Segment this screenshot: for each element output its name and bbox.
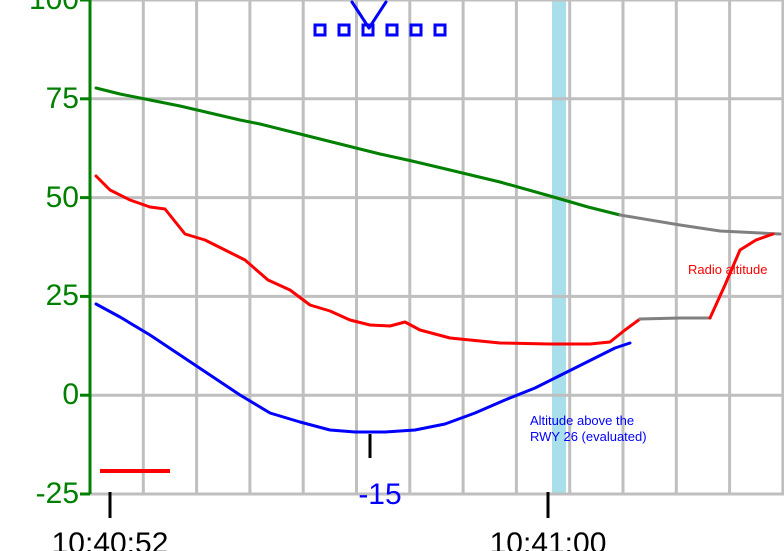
ytick-label-2: 25 — [0, 279, 79, 313]
chart-svg — [0, 0, 784, 551]
altitude-chart: -25 0 25 50 75 100 10:40:52 10:41:00 -15… — [0, 0, 784, 551]
ytick-label-4: 75 — [0, 82, 79, 116]
xtick-label-1: 10:41:00 — [490, 527, 607, 551]
ytick-label-0: -25 — [0, 477, 79, 511]
ytick-label-1: 0 — [0, 378, 79, 412]
xtick-label-0: 10:40:52 — [52, 527, 169, 551]
min-value-label: -15 — [358, 478, 401, 512]
ytick-label-5: 100 — [0, 0, 79, 17]
radio-altitude-label: Radio altitude — [688, 262, 768, 278]
ytick-label-3: 50 — [0, 181, 79, 215]
altitude-rwy-label: Altitude above the RWY 26 (evaluated) — [530, 413, 647, 446]
